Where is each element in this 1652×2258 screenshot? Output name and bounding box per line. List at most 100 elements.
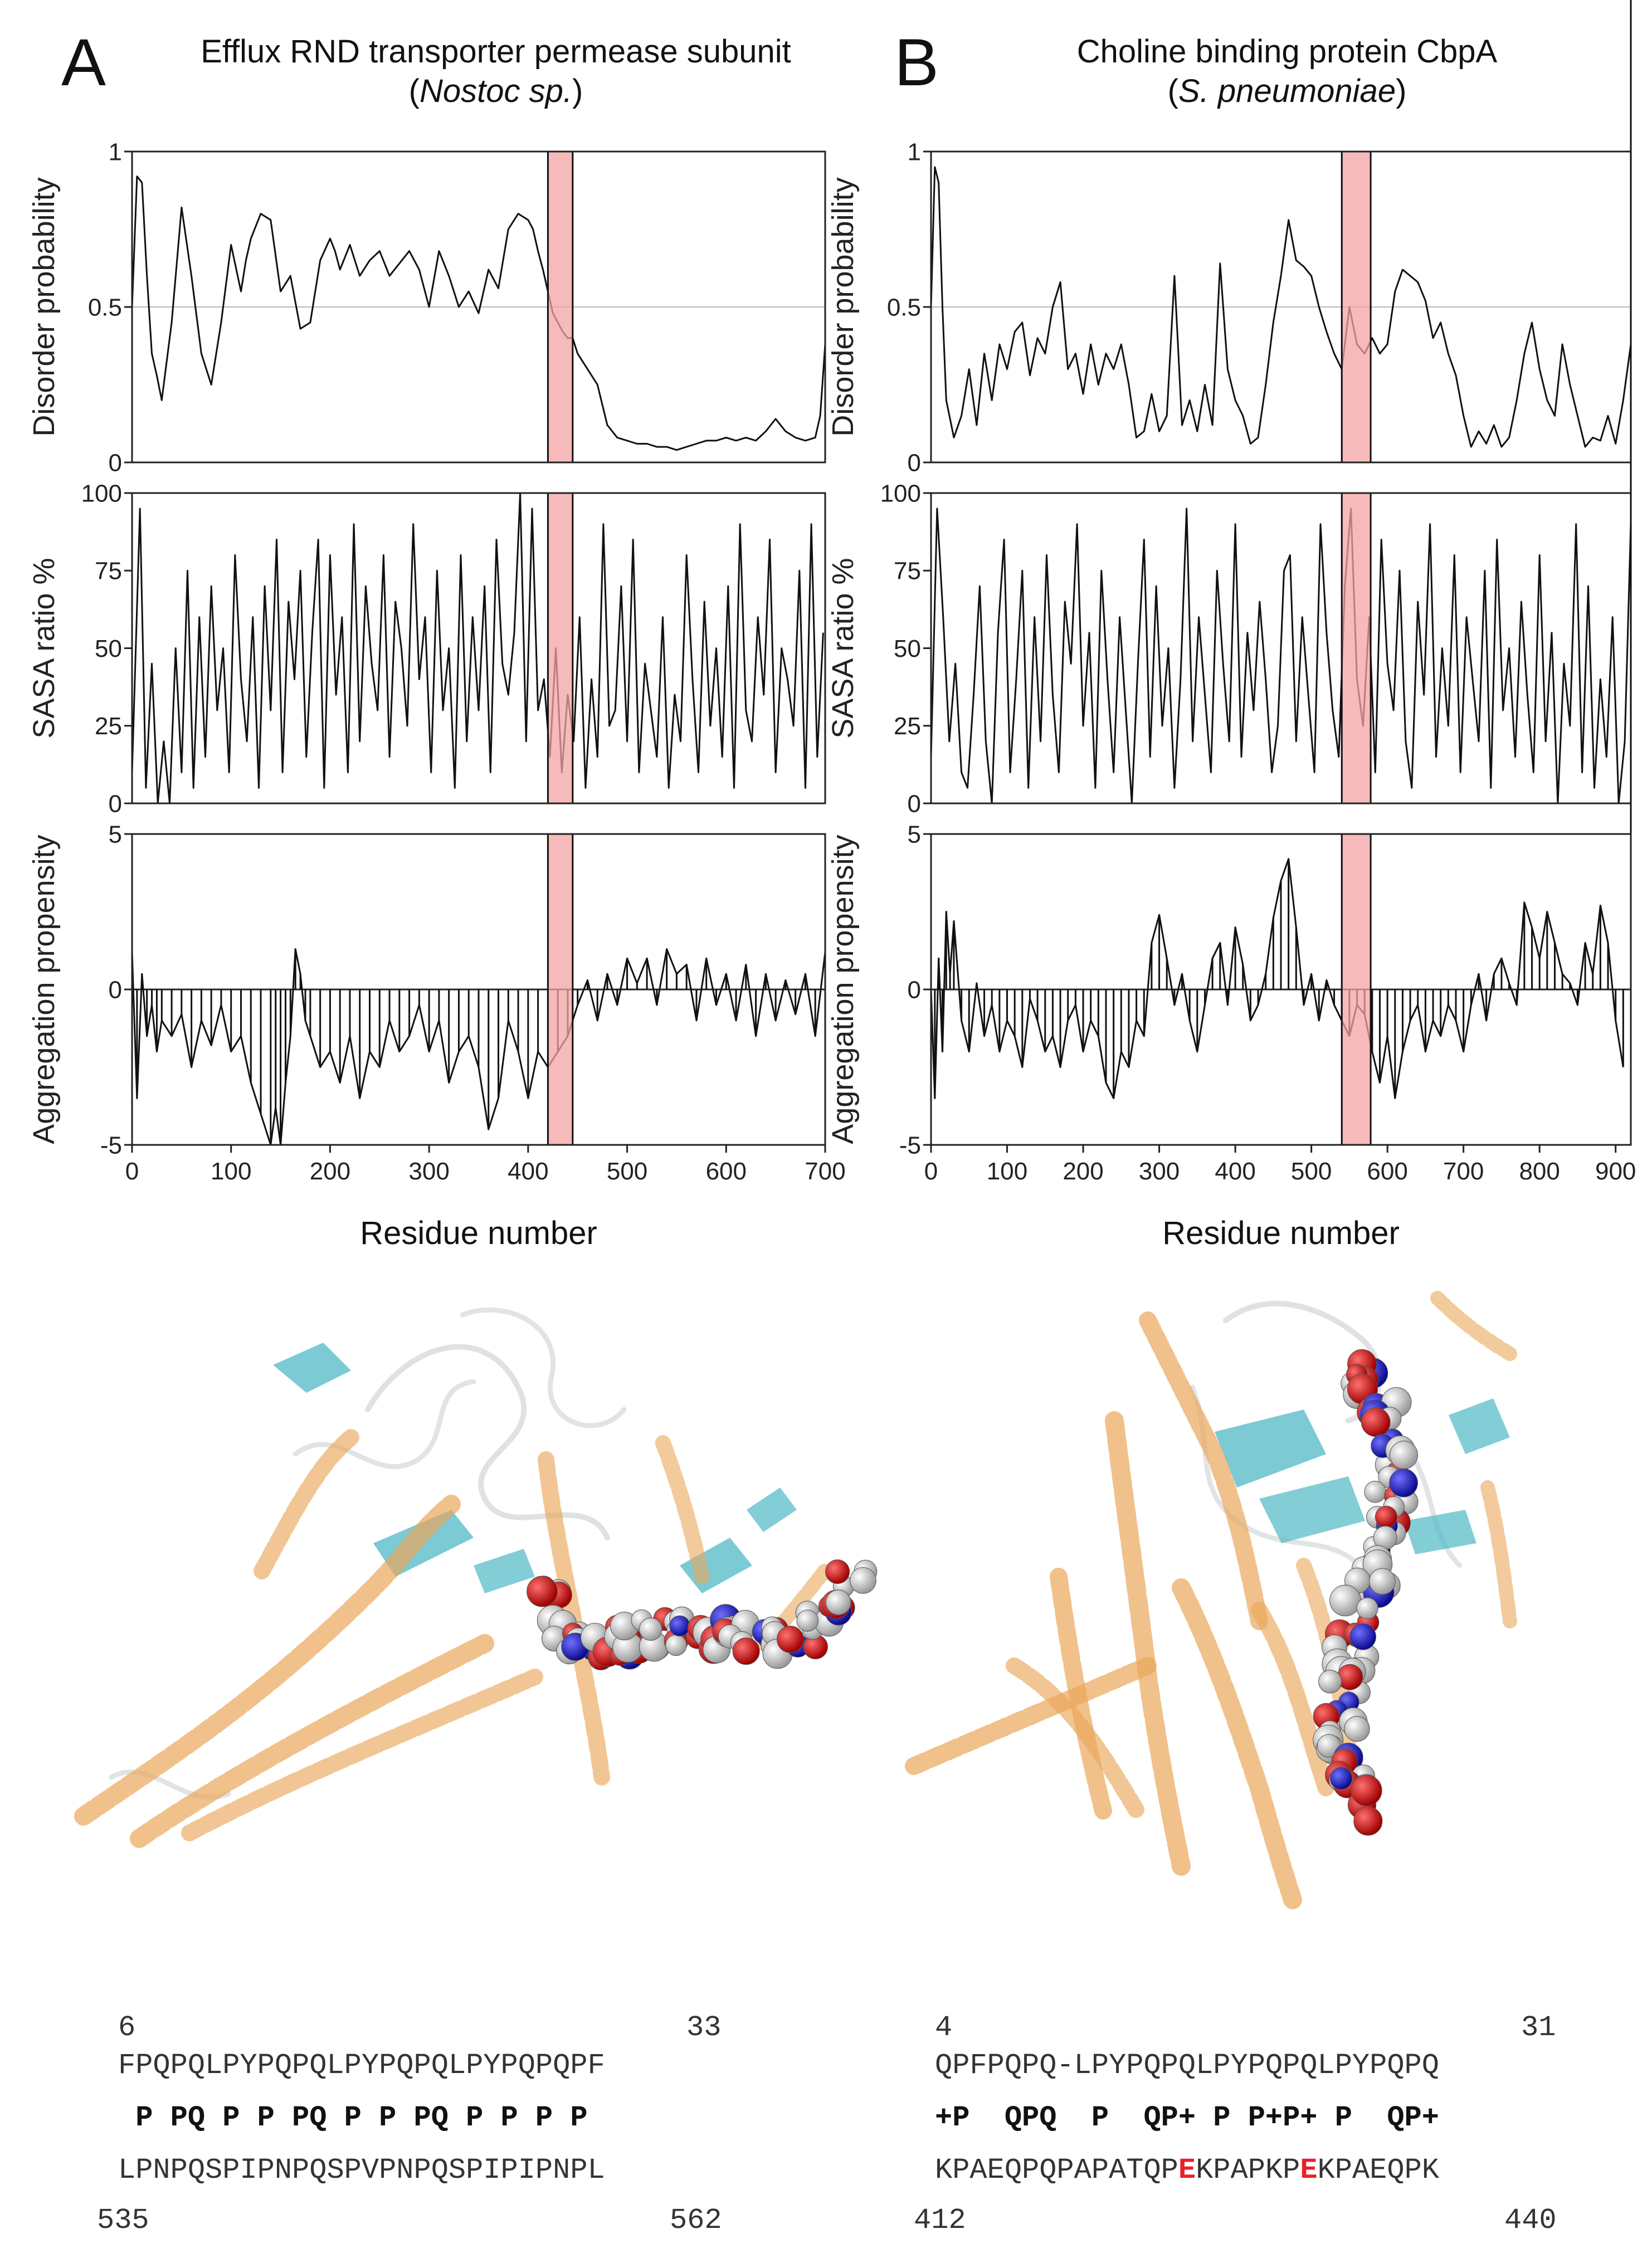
highlight-region: [1341, 833, 1372, 1146]
peptide-atom: [1389, 1468, 1418, 1498]
panel-a-seq-top: FPQPQLPYPQPQLPYPQPQLPYPQPQPF: [118, 2049, 605, 2082]
panel-b-seq-top-start: 4: [935, 2011, 953, 2044]
peptide-atom: [1364, 1481, 1387, 1503]
panel-a-seq-top-end: 33: [686, 2011, 722, 2044]
panel-b-seq-bottom-end: 440: [1504, 2204, 1557, 2237]
y-tick-label: 0: [908, 449, 921, 476]
peptide-atom: [825, 1559, 850, 1584]
panel-a-seq-bottom: LPNPQSPIPNPQSPVPNPQSPIPIPNPL: [118, 2154, 605, 2187]
x-tick-label: 700: [805, 1158, 845, 1185]
highlighted-residue-e: E: [1300, 2154, 1318, 2187]
panel-b-series-line: [930, 858, 1624, 1099]
y-tick-label: 0: [908, 790, 921, 817]
y-tick-label: -5: [899, 1132, 921, 1159]
panel-a-title-line2: (Nostoc sp.): [408, 72, 583, 109]
y-tick-label: 25: [894, 713, 921, 740]
highlight-region: [1341, 492, 1372, 804]
peptide-atom: [1361, 1407, 1391, 1437]
y-tick-label: 5: [109, 821, 122, 848]
y-tick-label: 5: [908, 821, 921, 848]
highlight-region: [547, 492, 574, 804]
y-tick-label: 0: [908, 976, 921, 1003]
panel-a-seq-consensus: P PQ P P PQ P P PQ P P P P: [118, 2101, 588, 2134]
y-tick-label: 75: [95, 558, 122, 585]
y-tick-label: 100: [81, 480, 122, 507]
y-tick-label: 0: [109, 790, 122, 817]
x-tick-label: 300: [1139, 1158, 1180, 1185]
panel-b-series-line: [930, 166, 1632, 448]
panel-b-species: S. pneumoniae: [1178, 72, 1396, 109]
peptide-atom: [732, 1637, 760, 1665]
panel-a-protein-structure: [74, 1307, 878, 1848]
highlight-region: [547, 833, 574, 1146]
x-tick-label: 900: [1595, 1158, 1636, 1185]
x-tick-label: 400: [508, 1158, 548, 1185]
peptide-atom: [527, 1576, 558, 1607]
x-tick-label: 600: [706, 1158, 747, 1185]
panel-b-title-line1: Choline binding protein CbpA: [1076, 33, 1498, 70]
peptide-atom: [1353, 1806, 1383, 1836]
panel-a-title: Efflux RND transporter permease subunit …: [134, 32, 858, 111]
peptide-atom: [825, 1589, 851, 1616]
peptide-atom: [1329, 1584, 1361, 1617]
panel-b-seq-consensus: +P QPQ P QP+ P P+P+ P QP+: [935, 2101, 1439, 2134]
peptide-atom: [1337, 1664, 1363, 1690]
peptide-atom: [796, 1610, 819, 1632]
y-tick-label: 0.5: [887, 294, 921, 321]
peptide-atom: [1344, 1716, 1370, 1742]
panel-b-series-line: [930, 508, 1632, 804]
y-axis-label: SASA ratio %: [826, 558, 860, 738]
peptide-atom: [1349, 1623, 1376, 1650]
highlighted-residue-e: E: [1178, 2154, 1196, 2187]
peptide-atom: [1389, 1441, 1419, 1470]
panel-b-xlabel: Residue number: [1162, 1215, 1400, 1251]
peptide-atom: [669, 1615, 690, 1637]
y-axis-label: SASA ratio %: [27, 558, 61, 738]
x-tick-label: 500: [1291, 1158, 1332, 1185]
y-tick-label: -5: [100, 1132, 122, 1159]
x-tick-label: 0: [125, 1158, 139, 1185]
x-tick-label: 800: [1519, 1158, 1560, 1185]
peptide-atom: [1356, 1597, 1378, 1620]
peptide-atom: [1351, 1774, 1382, 1806]
panel-a-title-line1: Efflux RND transporter permease subunit: [201, 33, 791, 70]
peptide-atom: [1369, 1568, 1396, 1595]
x-tick-label: 300: [408, 1158, 449, 1185]
y-axis-label: Disorder probability: [826, 177, 860, 436]
x-tick-label: 200: [1063, 1158, 1103, 1185]
panel-a-letter: A: [61, 25, 106, 100]
panel-a-xlabel: Residue number: [360, 1215, 597, 1251]
panel-b-title-line2: (S. pneumoniae): [1167, 72, 1407, 109]
x-tick-label: 200: [310, 1158, 350, 1185]
peptide-atom: [665, 1634, 687, 1656]
y-tick-label: 50: [894, 635, 921, 662]
x-tick-label: 500: [607, 1158, 647, 1185]
peptide-atom: [1318, 1670, 1342, 1694]
plot-frame: [131, 492, 826, 804]
panel-b-seq-top: QPFPQPQ-LPYPQPQLPYPQPQLPYPQPQ: [935, 2049, 1439, 2082]
y-axis-label: Aggregation propensity: [27, 835, 61, 1144]
y-axis-label: Disorder probability: [27, 177, 61, 436]
panel-a-seq-bottom-end: 562: [670, 2204, 722, 2237]
y-tick-label: 0: [109, 449, 122, 476]
peptide-atom: [1329, 1767, 1353, 1790]
panel-a-seq-bottom-start: 535: [97, 2204, 149, 2237]
panel-b-protein-structure: [905, 1291, 1517, 1909]
x-tick-label: 600: [1367, 1158, 1407, 1185]
y-tick-label: 50: [95, 635, 122, 662]
panel-b-seq-top-end: 31: [1521, 2011, 1556, 2044]
y-tick-label: 0: [109, 976, 122, 1003]
y-tick-label: 100: [880, 480, 921, 507]
panel-b-seq-bottom: KPAEQPQPAPATQPEKPAPKPEKPAEQPK: [935, 2154, 1439, 2187]
peptide-atom: [639, 1617, 662, 1641]
y-tick-label: 25: [95, 713, 122, 740]
panel-a-seq-top-start: 6: [118, 2011, 136, 2044]
y-tick-label: 0.5: [88, 294, 122, 321]
y-axis-label: Aggregation propensity: [826, 835, 860, 1144]
panel-a-series-line: [131, 175, 826, 451]
y-tick-label: 1: [109, 138, 122, 165]
x-tick-label: 100: [211, 1158, 251, 1185]
panel-b-letter: B: [894, 25, 939, 100]
peptide-atom: [777, 1626, 804, 1653]
